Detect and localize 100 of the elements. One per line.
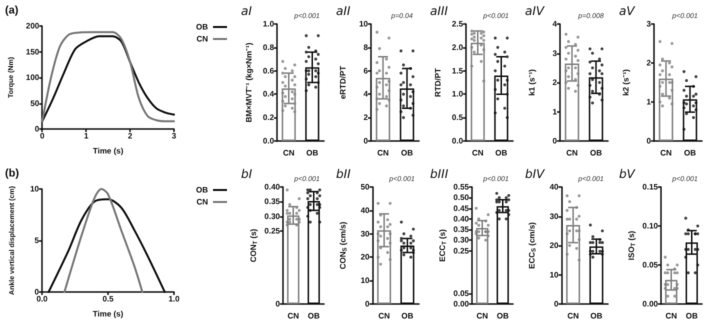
y-axis-title: eRTD/PT xyxy=(338,66,347,100)
y-tick-label: 0.15 xyxy=(642,182,659,192)
y-tick-label: 0.35 xyxy=(264,197,281,206)
x-tick-label: CN xyxy=(566,312,579,320)
x-tick-label: 0.5 xyxy=(102,294,114,304)
y-tick-label: 50 xyxy=(30,98,40,108)
y-tick-label: 0.50 xyxy=(453,193,470,202)
y-tick-label: 0.45 xyxy=(453,204,470,213)
y-tick-label: 20 xyxy=(549,241,559,250)
chart-title: aIV xyxy=(524,4,544,18)
y-tick-label: 200 xyxy=(26,22,40,30)
x-tick-label: OB xyxy=(306,148,318,158)
y-tick-label: 0.10 xyxy=(642,222,659,230)
y-tick-label: 2.0 xyxy=(452,42,464,52)
x-axis-title: Time (s) xyxy=(92,146,124,156)
y-tick-label: 4 xyxy=(552,20,558,28)
y-tick-label: 0.35 xyxy=(453,225,470,234)
x-tick-label: OB xyxy=(400,312,414,320)
y-tick-label: 2.5 xyxy=(452,20,464,28)
x-tick-label: CN xyxy=(378,312,390,320)
y-tick-label: 0 xyxy=(34,124,40,134)
y-tick-label: 150 xyxy=(26,47,40,56)
y-tick-label: 2 xyxy=(363,113,368,122)
x-axis-title: Time (s) xyxy=(92,310,124,318)
x-tick-label: OB xyxy=(496,312,509,320)
x-tick-label: CN xyxy=(472,148,484,158)
chart-title: bV xyxy=(619,167,636,181)
x-tick-label: 3 xyxy=(172,132,177,140)
y-tick-label: 0.05 xyxy=(453,288,470,298)
y-tick-label: 0.55 xyxy=(453,182,470,192)
y-axis-title: BM×MVT⁻¹ (kg×Nm⁻¹) xyxy=(244,42,254,122)
chart-title: (b) xyxy=(5,168,20,180)
y-tick-label: 0.40 xyxy=(264,182,281,192)
y-tick-label: 0.8 xyxy=(262,42,275,52)
legend-label: CN xyxy=(196,34,208,44)
x-tick-label: 2 xyxy=(128,132,133,140)
y-tick-label: 3 xyxy=(646,20,652,28)
x-tick-label: CN xyxy=(287,312,300,320)
y-tick-label: 1.0 xyxy=(452,90,464,99)
y-tick-label: 0.5 xyxy=(452,113,464,122)
y-tick-label: 2 xyxy=(552,78,558,87)
x-tick-label: OB xyxy=(400,148,413,158)
y-tick-label: 0.05 xyxy=(642,260,659,270)
y-tick-label: 0.25 xyxy=(264,226,281,236)
y-tick-label: 0.2 xyxy=(262,113,275,122)
chart-title: bIII xyxy=(430,167,449,181)
x-tick-label: OB xyxy=(686,312,698,320)
x-tick-label: CN xyxy=(476,312,488,320)
y-axis-title: k2 (s⁻¹) xyxy=(622,68,630,96)
y-tick-label: 8 xyxy=(363,42,368,52)
y-tick-label: 0.30 xyxy=(453,236,470,245)
y-tick-label: 0.25 xyxy=(453,246,470,256)
chart-title: bI xyxy=(241,167,253,181)
legend-label: OB xyxy=(196,186,208,194)
x-tick-label: OB xyxy=(590,312,602,320)
x-tick-label: CN xyxy=(660,148,672,158)
y-tick-label: 3 xyxy=(552,48,558,58)
y-tick-label: 10 xyxy=(549,270,559,280)
chart-title: aV xyxy=(619,4,636,18)
x-tick-label: 1 xyxy=(84,132,89,140)
x-tick-label: OB xyxy=(684,148,696,158)
legend-label: CN xyxy=(196,198,208,206)
y-tick-label: 1.5 xyxy=(452,66,464,76)
x-tick-label: OB xyxy=(495,148,508,158)
chart-title: aI xyxy=(241,4,252,18)
x-tick-label: OB xyxy=(590,148,602,158)
y-tick-label: 6 xyxy=(363,66,368,76)
y-tick-label: 10 xyxy=(358,20,368,28)
x-tick-label: CN xyxy=(566,148,578,158)
y-tick-label: 0.00 xyxy=(453,300,470,308)
y-tick-label: 40 xyxy=(549,182,559,192)
y-tick-label: 0 xyxy=(34,288,40,296)
chart-title: bIV xyxy=(524,167,545,181)
y-axis-title: RTD/PT xyxy=(434,68,443,97)
y-tick-label: 10 xyxy=(30,184,40,194)
y-axis-title: k1 (s⁻¹) xyxy=(527,68,536,96)
legend-label: OB xyxy=(196,22,208,32)
x-tick-label: CN xyxy=(376,148,388,158)
y-tick-label: 50 xyxy=(360,182,370,192)
x-tick-label: 1.0 xyxy=(168,294,180,304)
x-tick-label: OB xyxy=(308,312,320,320)
chart-title: bII xyxy=(336,167,351,181)
y-tick-label: 5 xyxy=(34,236,40,245)
y-tick-label: 2 xyxy=(646,58,652,68)
line-series xyxy=(63,188,144,293)
y-tick-label: 0.4 xyxy=(262,90,275,99)
chart-title: aII xyxy=(336,4,350,18)
x-tick-label: CN xyxy=(665,312,678,320)
y-tick-label: 30 xyxy=(360,229,370,238)
chart-title: aIII xyxy=(430,4,448,18)
y-tick-label: 30 xyxy=(549,212,559,221)
y-tick-label: 4 xyxy=(363,90,368,99)
y-tick-label: 0.6 xyxy=(262,66,275,76)
y-tick-label: 40 xyxy=(360,206,370,215)
y-tick-label: 1 xyxy=(552,107,558,116)
y-tick-label: 0.30 xyxy=(264,212,281,221)
y-tick-label: 20 xyxy=(360,252,370,262)
y-tick-label: 0.40 xyxy=(453,214,470,224)
chart-title: (a) xyxy=(5,4,19,16)
x-tick-label: 0 xyxy=(40,132,46,140)
